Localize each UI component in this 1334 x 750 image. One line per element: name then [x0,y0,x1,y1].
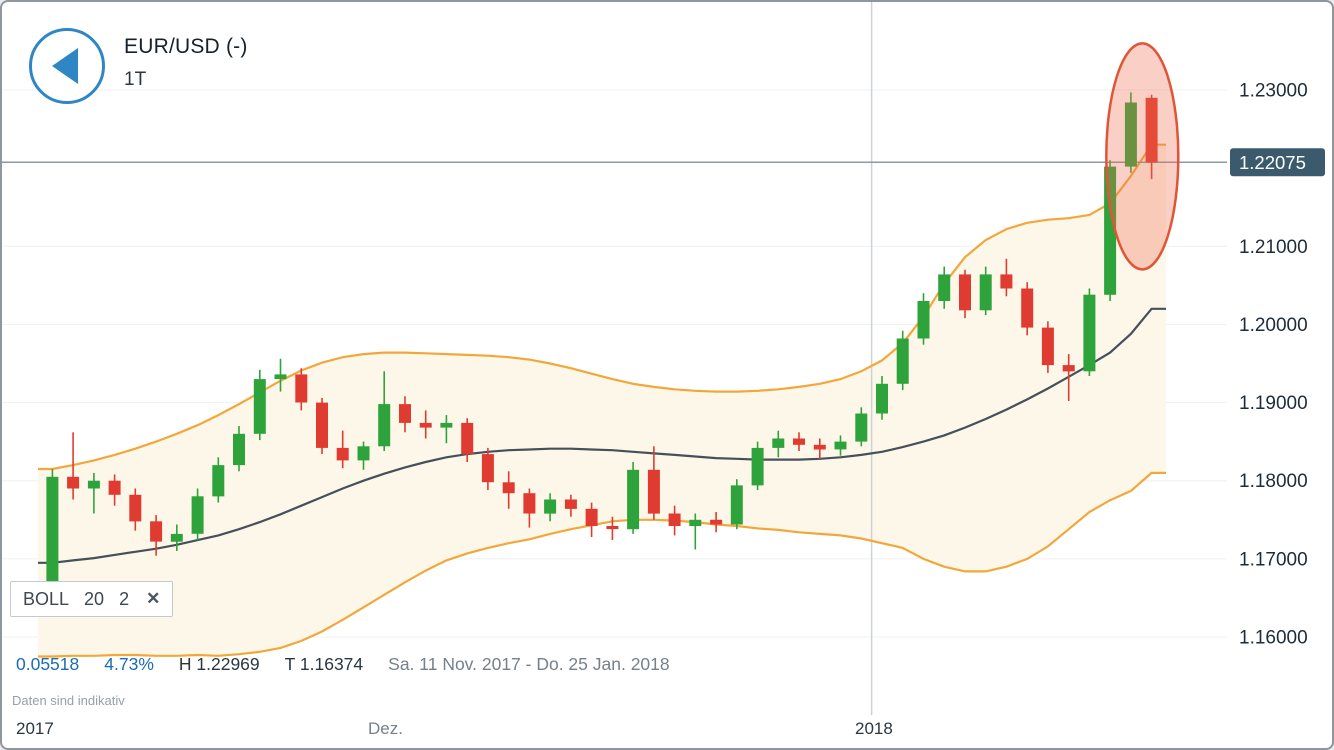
stat-high: H 1.22969 [178,654,260,674]
indicator-period: 20 [84,588,105,609]
svg-text:1.17000: 1.17000 [1239,549,1308,570]
svg-text:1.19000: 1.19000 [1239,393,1308,414]
annotation-ellipse [1105,42,1180,271]
timeframe-label[interactable]: 1T [124,69,147,90]
stat-range: 0.05518 [16,654,80,674]
x-axis-label-dez: Dez. [368,719,403,738]
stat-date-range: Sa. 11 Nov. 2017 - Do. 25 Jan. 2018 [388,654,670,674]
svg-text:1.21000: 1.21000 [1239,237,1308,258]
stat-change-pct: 4.73% [104,654,154,674]
back-icon [52,48,78,84]
stat-low: T 1.16374 [284,654,364,674]
current-price-label: 1.22075 [1230,148,1325,177]
disclaimer-text: Daten sind indikativ [12,693,125,708]
svg-text:1.18000: 1.18000 [1239,471,1308,492]
svg-text:1.16000: 1.16000 [1239,628,1308,649]
stats-bar: 0.05518 4.73% H 1.22969 T 1.16374 Sa. 11… [16,654,670,675]
x-axis-label-2017: 2017 [16,719,54,738]
y-axis-labels: 1.23000 1.21000 1.20000 1.19000 1.18000 1.170… [1239,81,1308,649]
title-block: EUR/USD (-) 1T [124,28,248,91]
bollinger-lines [38,143,1166,658]
indicator-close-icon[interactable]: ✕ [146,589,161,608]
svg-text:1.23000: 1.23000 [1239,81,1308,102]
instrument-title: EUR/USD (-) [124,35,248,58]
svg-text:1.20000: 1.20000 [1239,315,1308,336]
candles-layer[interactable] [46,92,1158,608]
back-button[interactable] [29,28,105,104]
svg-text:1.22075: 1.22075 [1239,152,1306,173]
bollinger-band-fill [38,144,1166,657]
indicator-legend[interactable]: BOLL 20 2 ✕ [10,581,174,617]
x-axis-label-2018: 2018 [855,719,893,738]
chart-header: EUR/USD (-) 1T [29,28,248,104]
indicator-name: BOLL [23,588,70,609]
indicator-deviation: 2 [119,588,130,609]
